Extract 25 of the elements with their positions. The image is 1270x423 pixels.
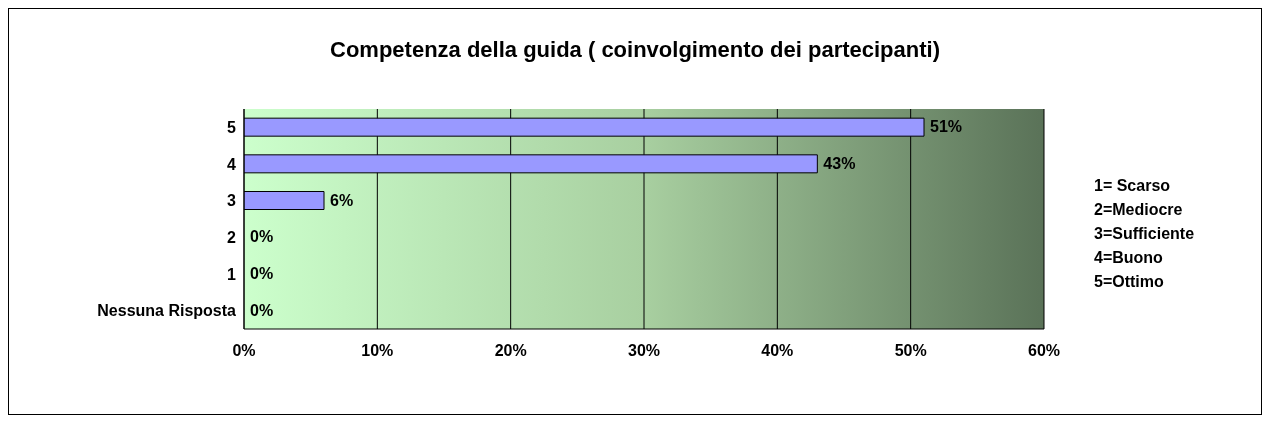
data-label: 43% <box>823 154 856 174</box>
x-tick-label: 0% <box>232 342 256 360</box>
x-tick-label: 40% <box>761 342 794 360</box>
text: 5=Ottimo <box>1094 272 1165 292</box>
y-tick-label: Nessuna Risposta <box>97 302 237 320</box>
data-label: 51% <box>930 117 963 138</box>
data-label: 6% <box>330 190 354 211</box>
chart-title: Competenza della guida ( coinvolgimento dei partecipanti) <box>329 37 941 63</box>
y-tick-label: 1 <box>227 265 237 283</box>
y-tick-label: 2 <box>227 229 237 247</box>
text: 4=Buono <box>1094 248 1164 268</box>
text: 3=Sufficiente <box>1094 224 1195 244</box>
y-tick-label: 4 <box>227 155 237 173</box>
x-tick-label: 50% <box>894 342 927 360</box>
data-label: 0% <box>250 264 274 284</box>
text: 2=Mediocre <box>1094 200 1184 220</box>
y-tick-label: 3 <box>227 192 237 210</box>
y-tick-label: 5 <box>227 119 237 137</box>
text: 1= Scarso <box>1094 176 1172 196</box>
x-tick-label: 20% <box>494 342 527 360</box>
data-label: 0% <box>250 227 274 248</box>
data-label: 0% <box>250 300 274 321</box>
x-tick-label: 30% <box>627 342 661 360</box>
x-tick-label: 10% <box>361 342 394 360</box>
x-tick-label: 60% <box>1027 342 1061 360</box>
